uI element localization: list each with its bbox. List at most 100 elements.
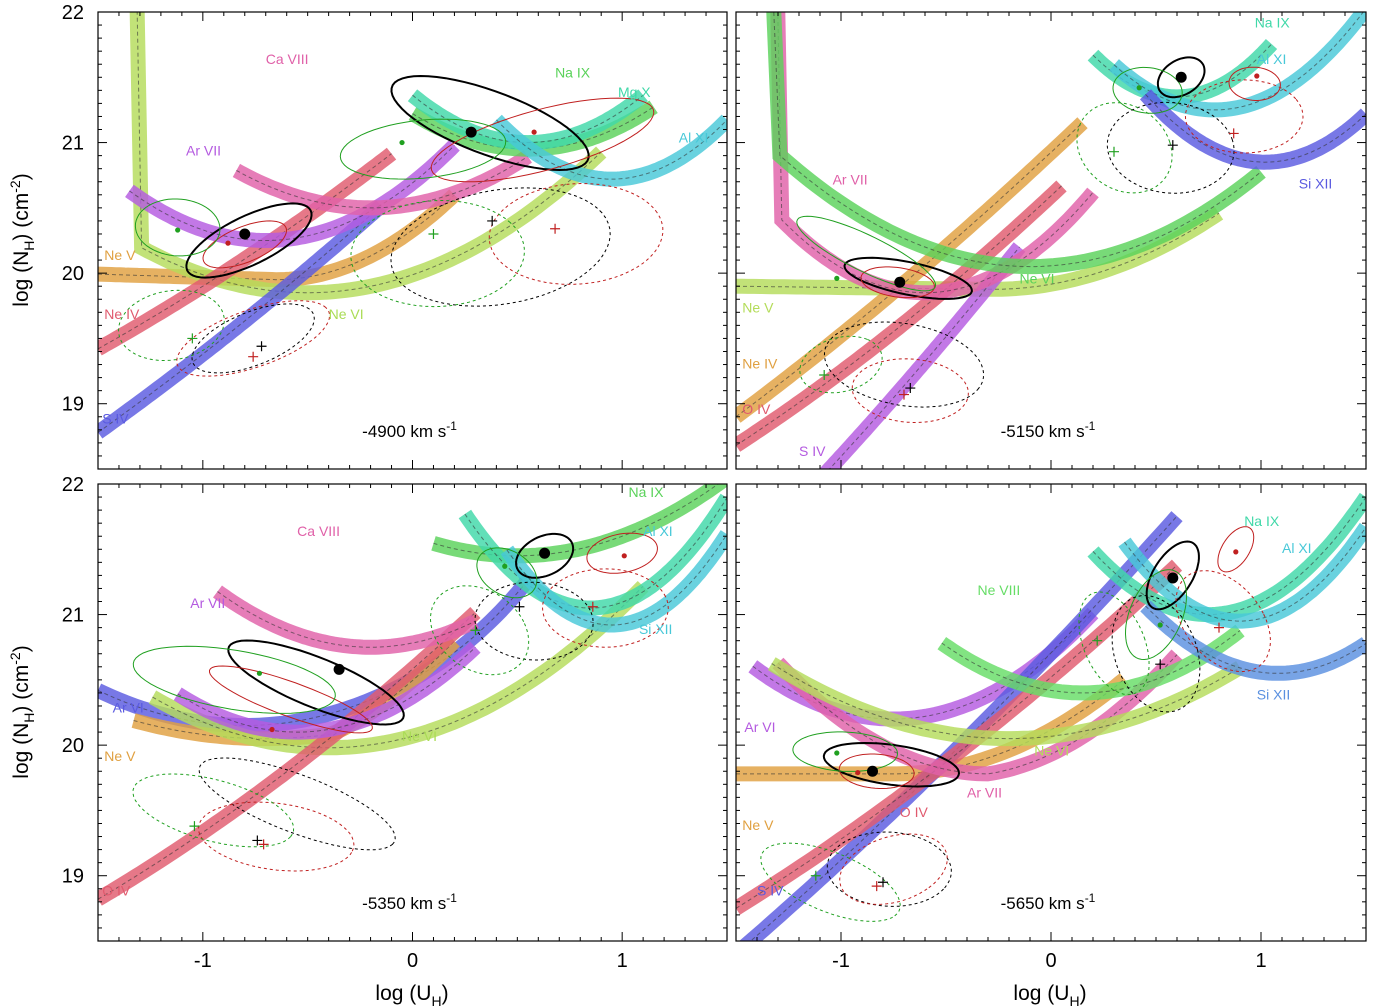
ticks: [97, 11, 728, 470]
confidence-contour-dashed: [132, 773, 295, 848]
confidence-contour-dashed: [488, 182, 664, 285]
band-center-CaVIII: [236, 155, 529, 209]
confidence-contour-dashed: [799, 335, 883, 394]
best-fit-point: [239, 228, 251, 240]
x-axis-title-main: log (U: [375, 982, 431, 1005]
best-fit-point: [867, 765, 878, 777]
plus-marker: [1167, 140, 1178, 151]
y-tick-label: 21: [62, 605, 84, 627]
fit-point: [834, 275, 840, 281]
ticks: [735, 11, 1367, 470]
plus-marker: [819, 369, 830, 380]
best-fit-point: [1167, 572, 1179, 584]
band-center-NeIV: [98, 194, 455, 281]
ion-label-Ar-VI: Ar VI: [744, 719, 775, 735]
fit-point: [269, 726, 275, 733]
y-axis-title-sup: -2: [7, 652, 23, 665]
y-tick-label: 21: [62, 133, 84, 155]
x-tick-label: -1: [832, 950, 850, 972]
ion-label-Na-IX: Na IX: [628, 484, 664, 500]
plus-marker: [428, 228, 439, 239]
ion-label-Ne-VI: Ne VI: [402, 728, 437, 744]
best-fit-point: [333, 663, 345, 675]
band-center-CaVIII: [217, 591, 476, 648]
ticks: [97, 483, 728, 942]
ion-label-Ne-V: Ne V: [742, 817, 774, 833]
band-center-CaVIII: [777, 654, 1178, 775]
plus-marker: [871, 881, 882, 892]
band-center-SIV: [98, 205, 382, 433]
fit-point: [1136, 85, 1142, 91]
band-center-AlXI: [496, 119, 727, 180]
confidence-contour-dashed: [760, 842, 901, 922]
x-axis-title-close: ): [1080, 982, 1087, 1005]
ion-label-Na-IX: Na IX: [1255, 15, 1291, 31]
band-center-NeVIII: [941, 630, 1241, 694]
velocity-label: -5650 km s-1: [1001, 891, 1096, 913]
confidence-contour: [860, 266, 935, 299]
confidence-contour-dashed: [1076, 102, 1173, 194]
plus-marker: [550, 223, 561, 234]
panel-top-right: Ar VII Ne V Ne IV O IV S IV Ne VI Na IX Al XI Si…: [735, 11, 1367, 470]
confidence-contour-dashed: [117, 289, 225, 362]
plus-marker: [252, 835, 263, 846]
fit-point: [834, 750, 840, 756]
ion-label-Ne-VI: Ne VI: [1034, 743, 1069, 759]
confidence-contour-dashed: [826, 831, 952, 907]
plus-marker: [1092, 635, 1103, 646]
ion-label-Ne-V: Ne V: [742, 299, 774, 315]
confidence-contour-dashed: [851, 358, 969, 424]
best-fit-point: [1175, 71, 1187, 83]
x-tick-label: -1: [194, 950, 212, 972]
band-center-CaVIII: [773, 12, 1094, 294]
fit-point: [1254, 73, 1260, 79]
plus-marker: [587, 601, 598, 612]
ion-label-Ne-V: Ne V: [104, 748, 136, 764]
fit-point: [502, 563, 508, 569]
confidence-contour: [822, 741, 961, 788]
plus-marker: [878, 877, 888, 888]
band-ArVII: [125, 140, 460, 248]
plus-marker: [899, 389, 909, 400]
ion-label-O-IV: O IV: [742, 401, 771, 417]
x-axis-title-close: ): [442, 982, 449, 1005]
y-axis-title-sup: -2: [7, 180, 23, 193]
confidence-contour-dashed: [1111, 595, 1201, 713]
y-axis-title-end: ): [10, 173, 33, 180]
y-tick-label: 19: [62, 394, 84, 416]
velocity-label-sup: -1: [446, 891, 457, 905]
ion-label-Al-XI: Al XI: [1282, 540, 1312, 556]
confidence-contour-dashed: [197, 801, 355, 872]
velocity-label-sup: -1: [1085, 419, 1096, 433]
y-tick-label: 19: [62, 866, 84, 888]
band-center-OIV: [736, 564, 1178, 909]
plot-area: [98, 484, 727, 906]
confidence-contour-dashed: [429, 585, 530, 676]
plus-marker: [810, 870, 821, 881]
x-axis-title: log (UH): [375, 982, 448, 1007]
confidence-contour-dashed: [191, 303, 315, 374]
confidence-contour: [1217, 526, 1255, 573]
confidence-contour: [476, 547, 538, 599]
x-tick-label: 0: [1045, 950, 1056, 972]
band-CaVIII: [213, 585, 479, 655]
confidence-contour: [1124, 569, 1188, 661]
plus-marker: [1214, 622, 1224, 633]
plus-marker: [189, 821, 200, 832]
velocity-label-sup: -1: [446, 419, 457, 433]
confidence-contour: [1145, 540, 1200, 611]
plot-area: [98, 12, 727, 439]
x-tick-label: 1: [617, 950, 628, 972]
band-center-ArVII: [828, 246, 1020, 469]
x-axis-title-sub: H: [1069, 993, 1079, 1007]
confidence-contour-dashed: [390, 187, 611, 307]
y-axis-title-sub: H: [21, 241, 37, 251]
band-center-SIV: [749, 515, 1178, 941]
fit-point: [175, 227, 181, 233]
plus-marker: [514, 601, 525, 612]
confidence-contour-dashed: [1106, 101, 1235, 194]
ticks: [735, 483, 1367, 942]
ion-label-Ar-VII: Ar VII: [186, 143, 221, 159]
confidence-contour: [132, 645, 336, 714]
confidence-contour: [430, 97, 655, 183]
